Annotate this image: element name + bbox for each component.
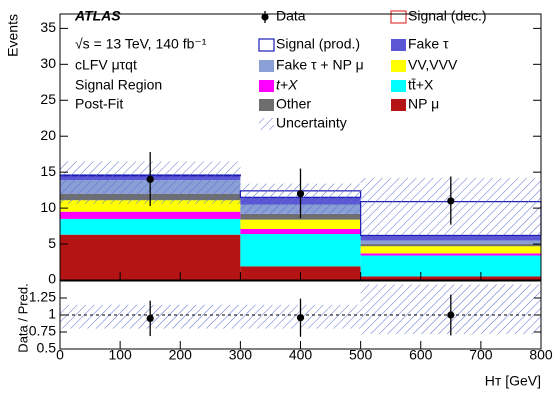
legend-label: Data: [276, 8, 306, 24]
x-tick-label: 100: [108, 347, 132, 363]
annotation: cLFV μτqt: [75, 57, 137, 73]
y-tick-label: 20: [40, 127, 56, 143]
legend-swatch: [258, 38, 275, 52]
legend-swatch: [391, 99, 406, 111]
legend-swatch: [391, 80, 406, 92]
stack-segment: [360, 255, 541, 277]
stack-segment: [60, 211, 241, 219]
stack-segment: [360, 235, 541, 241]
stack-segment: [360, 240, 541, 245]
ratio-point: [146, 314, 154, 322]
y-tick-label: 25: [40, 91, 56, 107]
y-tick-label: 0.5: [37, 340, 57, 356]
legend-swatch: [259, 60, 274, 72]
x-tick-label: 400: [289, 347, 313, 363]
legend-label: t+X: [276, 77, 298, 93]
legend-swatch: [259, 118, 274, 130]
legend-label: Signal (prod.): [276, 36, 360, 52]
main-plot: 0 5 10 15 20 25 30 35 Data Signal (dec.) Signal (p…: [40, 8, 542, 287]
annotation: Post-Fit: [75, 96, 123, 112]
legend-label: Uncertainty: [276, 115, 347, 131]
legend-label: Fake τ + NP μ: [276, 57, 364, 73]
stack-segment: [240, 219, 361, 229]
legend-swatch: [391, 39, 406, 51]
stack-segment: [240, 233, 361, 267]
y-tick-label: 0: [48, 271, 56, 287]
x-tick-label: 800: [529, 347, 553, 363]
x-tick-label: 500: [349, 347, 373, 363]
x-tick-label: 300: [229, 347, 253, 363]
legend-swatch: [259, 80, 274, 92]
legend-label: VV,VVV: [408, 57, 458, 73]
stack-segment: [360, 276, 541, 280]
legend-swatch: [259, 99, 274, 111]
legend-label: Other: [276, 96, 311, 112]
y-tick-label: 10: [40, 199, 56, 215]
legend-label: tt̄+X: [408, 77, 434, 93]
legend-label: Fake τ: [408, 36, 449, 52]
experiment-label: ATLAS: [74, 8, 121, 24]
ratio-frame: [59, 280, 542, 350]
x-tick-label: 0: [56, 347, 64, 363]
y-tick-label: 1: [48, 306, 56, 322]
x-tick-label: 200: [169, 347, 193, 363]
legend-swatch: [390, 10, 407, 24]
annotation: √s = 13 TeV, 140 fb⁻¹: [75, 36, 207, 52]
y-tick-label: 15: [40, 163, 56, 179]
x-axis-label: Hᴛ [GeV]: [485, 373, 541, 389]
legend-label: NP μ: [408, 96, 439, 112]
y-tick-label: 30: [40, 55, 56, 71]
ratio-point: [296, 314, 305, 322]
legend-swatch: [391, 60, 406, 72]
y-axis-label: Events: [5, 14, 21, 57]
data-point: [146, 175, 154, 183]
annotation: Signal Region: [75, 77, 162, 93]
x-tick-label: 600: [409, 347, 433, 363]
data-point: [447, 197, 455, 205]
ratio-point: [447, 311, 455, 319]
stack-segment: [360, 253, 541, 256]
y-tick-label: 35: [40, 19, 56, 35]
stack-segment: [60, 234, 241, 280]
data-point: [296, 190, 305, 198]
x-tick-label: 700: [469, 347, 493, 363]
y-tick-label: 5: [48, 235, 56, 251]
legend-label: Signal (dec.): [408, 8, 487, 24]
main-frame: [59, 13, 542, 281]
stack-segment: [360, 244, 541, 247]
stack-segment: [240, 228, 361, 234]
ratio-y-axis-label: Data / Pred.: [15, 283, 30, 352]
y-tick-label: 1.25: [29, 289, 56, 305]
stack-segment: [360, 246, 541, 254]
stack-segment: [60, 218, 241, 235]
y-tick-label: 0.75: [29, 323, 56, 339]
